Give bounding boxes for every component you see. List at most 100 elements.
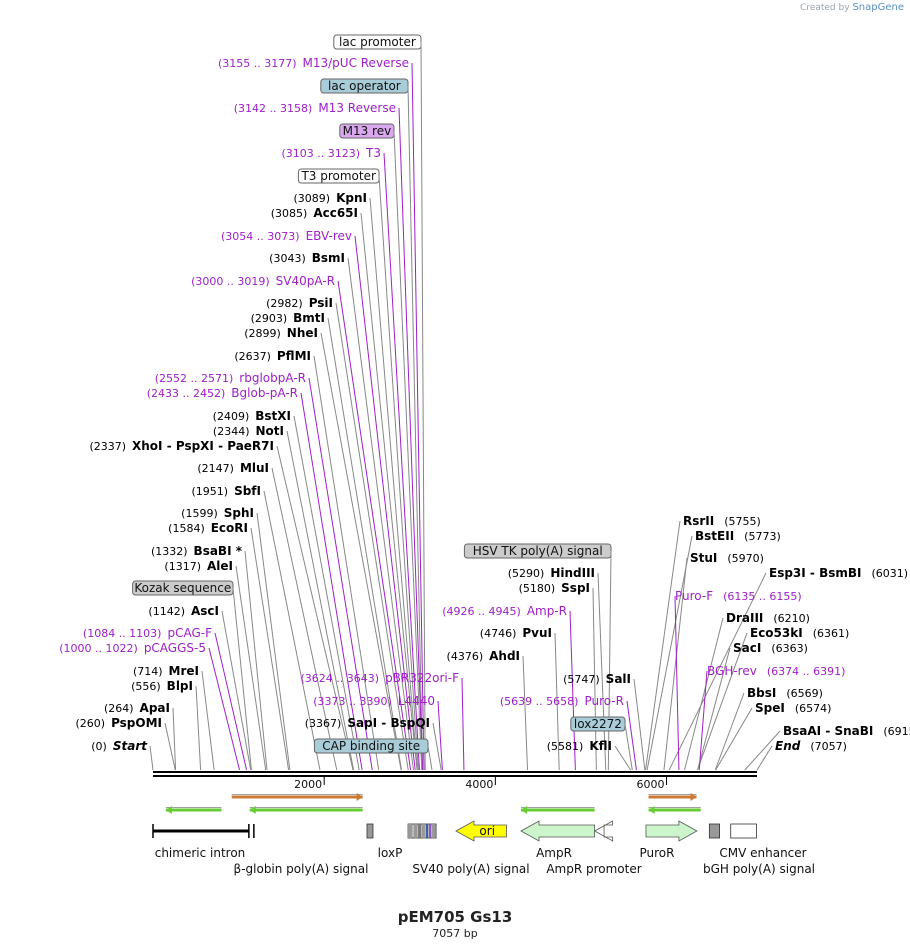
enzyme-position: (3043) <box>269 252 306 265</box>
map-label-bbsi-6569: BbsI (6569) <box>714 686 823 771</box>
map-label-kozak-sequence-1150: Kozak sequence <box>132 580 252 771</box>
enzyme-label: (3043) BsmI <box>269 251 345 265</box>
label-leader-line <box>569 610 576 771</box>
enzyme-position: (5755) <box>724 515 761 528</box>
primer-name: Puro-R <box>584 694 624 708</box>
map-label-amp-r-4935: (4926 .. 4945) Amp-R <box>442 604 576 771</box>
orf-arrowhead <box>249 806 256 814</box>
primer-range: (3624 .. 3643) <box>301 672 380 685</box>
orf-arrowhead <box>165 806 172 814</box>
enzyme-position: (5180) <box>519 582 556 595</box>
map-label-saci-6363: SacI (6363) <box>697 641 808 771</box>
feature-label: M13 rev <box>343 124 392 138</box>
enzyme-position: (6915) <box>883 725 910 738</box>
map-label-bsaai-snabi-6915: BsaAI - SnaBI (6915) <box>744 724 910 771</box>
feature-label: HSV TK poly(A) signal <box>473 544 603 558</box>
enzyme-position: (2637) <box>234 350 271 363</box>
label-leader-line <box>221 610 252 771</box>
map-label-xhoi-pspxi-paer7i-2337: (2337) XhoI - PspXI - PaeR7I <box>89 439 354 771</box>
feature-ori: ori <box>455 820 507 842</box>
plasmid-name: pEM705 Gs13 <box>397 908 513 926</box>
feature-subsegment <box>432 824 436 838</box>
enzyme-label: RsrII (5755) <box>683 514 761 528</box>
enzyme-label: (2409) BstXI <box>213 409 291 423</box>
label-leader-line <box>250 527 290 771</box>
enzyme-position: (1599) <box>181 507 218 520</box>
credit-prefix: Created by <box>800 3 850 13</box>
enzyme-label: Esp3I - BsmBI (6031) <box>769 566 908 580</box>
map-label-t3-3113: (3103 .. 3123) T3 <box>281 146 420 771</box>
enzyme-position: (3089) <box>294 192 331 205</box>
map-label-sv40pa-r-3010: (3000 .. 3019) SV40pA-R <box>191 274 412 771</box>
primer-range: (6135 .. 6155) <box>723 590 802 603</box>
feature-subsegment <box>414 824 418 838</box>
label-leader-line <box>300 392 363 771</box>
feature-subsegment <box>426 824 429 838</box>
map-label-bglob-pa-r-2443: (2433 .. 2452) Bglob-pA-R <box>147 386 363 771</box>
enzyme-position: (6574) <box>795 702 832 715</box>
enzyme-name: AleI <box>207 559 233 573</box>
label-leader-line <box>461 677 465 771</box>
enzyme-label: (0) Start <box>91 739 148 753</box>
map-label-bmti-2903: (2903) BmtI <box>251 311 402 771</box>
enzyme-name: BmtI <box>293 311 325 325</box>
enzyme-position: (6363) <box>771 642 808 655</box>
label-leader-line <box>320 332 402 771</box>
enzyme-name: SpeI <box>755 701 785 715</box>
enzyme-name: DraIII <box>726 611 763 625</box>
label-leader-line <box>293 415 360 771</box>
primer-label: (3054 .. 3073) EBV-rev <box>221 229 352 243</box>
feature-caption-ampr-promoter: AmpR promoter <box>546 862 641 876</box>
enzyme-name: AscI <box>191 604 219 618</box>
enzyme-position: (1332) <box>151 545 188 558</box>
enzyme-position: (1317) <box>164 560 201 573</box>
map-label-m13-reverse-3150: (3142 .. 3158) M13 Reverse <box>234 101 424 771</box>
label-leader-line <box>286 430 355 771</box>
primer-range: (3373 .. 3390) <box>313 695 392 708</box>
enzyme-name: KpnI <box>336 191 367 205</box>
feature-arrow <box>520 820 596 842</box>
primer-label: (3103 .. 3123) T3 <box>281 146 381 160</box>
enzyme-position: (3085) <box>271 207 308 220</box>
label-leader-line <box>715 707 753 771</box>
enzyme-name: XhoI - PspXI - PaeR7I <box>132 439 274 453</box>
label-leader-line <box>420 41 426 771</box>
enzyme-name: RsrII <box>683 514 714 528</box>
feature-ampr <box>520 820 596 842</box>
primer-label: (3155 .. 3177) M13/pUC Reverse <box>218 56 409 70</box>
map-label-spei-6574: SpeI (6574) <box>715 701 832 771</box>
feature-inline-label: ori <box>479 824 495 838</box>
enzyme-name: SapI - BspQI <box>347 716 430 730</box>
map-label-pvui-4746: (4746) PvuI <box>480 626 560 771</box>
label-leader-line <box>614 745 632 771</box>
enzyme-position: (4746) <box>480 627 517 640</box>
feature-caption-cmv-enhancer: CMV enhancer <box>719 846 806 860</box>
enzyme-label: (1332) BsaBI * <box>151 544 243 558</box>
primer-label: (1000 .. 1022) pCAGGS-5 <box>59 641 206 655</box>
enzyme-name: End <box>775 739 801 753</box>
enzyme-name: NheI <box>287 326 318 340</box>
ruler-tick-label: 6000 <box>637 778 665 791</box>
feature-box <box>730 823 757 839</box>
enzyme-label: (264) ApaI <box>104 701 170 715</box>
map-label-acc65i-3085: (3085) Acc65I <box>271 206 418 771</box>
label-leader-line <box>697 647 731 771</box>
snapgene-credit: Created by SnapGene <box>800 2 904 13</box>
snapgene-logo: SnapGene <box>852 2 904 13</box>
label-leader-line <box>263 490 321 771</box>
feature-arrow <box>455 820 507 842</box>
map-label-hindiii-5290: (5290) HindIII <box>508 566 607 771</box>
enzyme-name: KflI <box>589 739 612 753</box>
label-leader-line <box>714 692 745 771</box>
enzyme-name: BstXI <box>255 409 291 423</box>
enzyme-label: (3089) KpnI <box>294 191 367 205</box>
label-leader-line <box>208 647 241 771</box>
orf-arrowhead <box>356 793 363 801</box>
primer-range: (3155 .. 3177) <box>218 57 297 70</box>
enzyme-position: (2147) <box>197 462 234 475</box>
map-label-sbfi-1951: (1951) SbfI <box>192 484 321 771</box>
label-leader-line <box>633 678 646 771</box>
primer-name: EBV-rev <box>306 229 352 243</box>
feature-label: lac promoter <box>339 35 416 49</box>
primer-name: BGH-rev <box>707 664 757 678</box>
